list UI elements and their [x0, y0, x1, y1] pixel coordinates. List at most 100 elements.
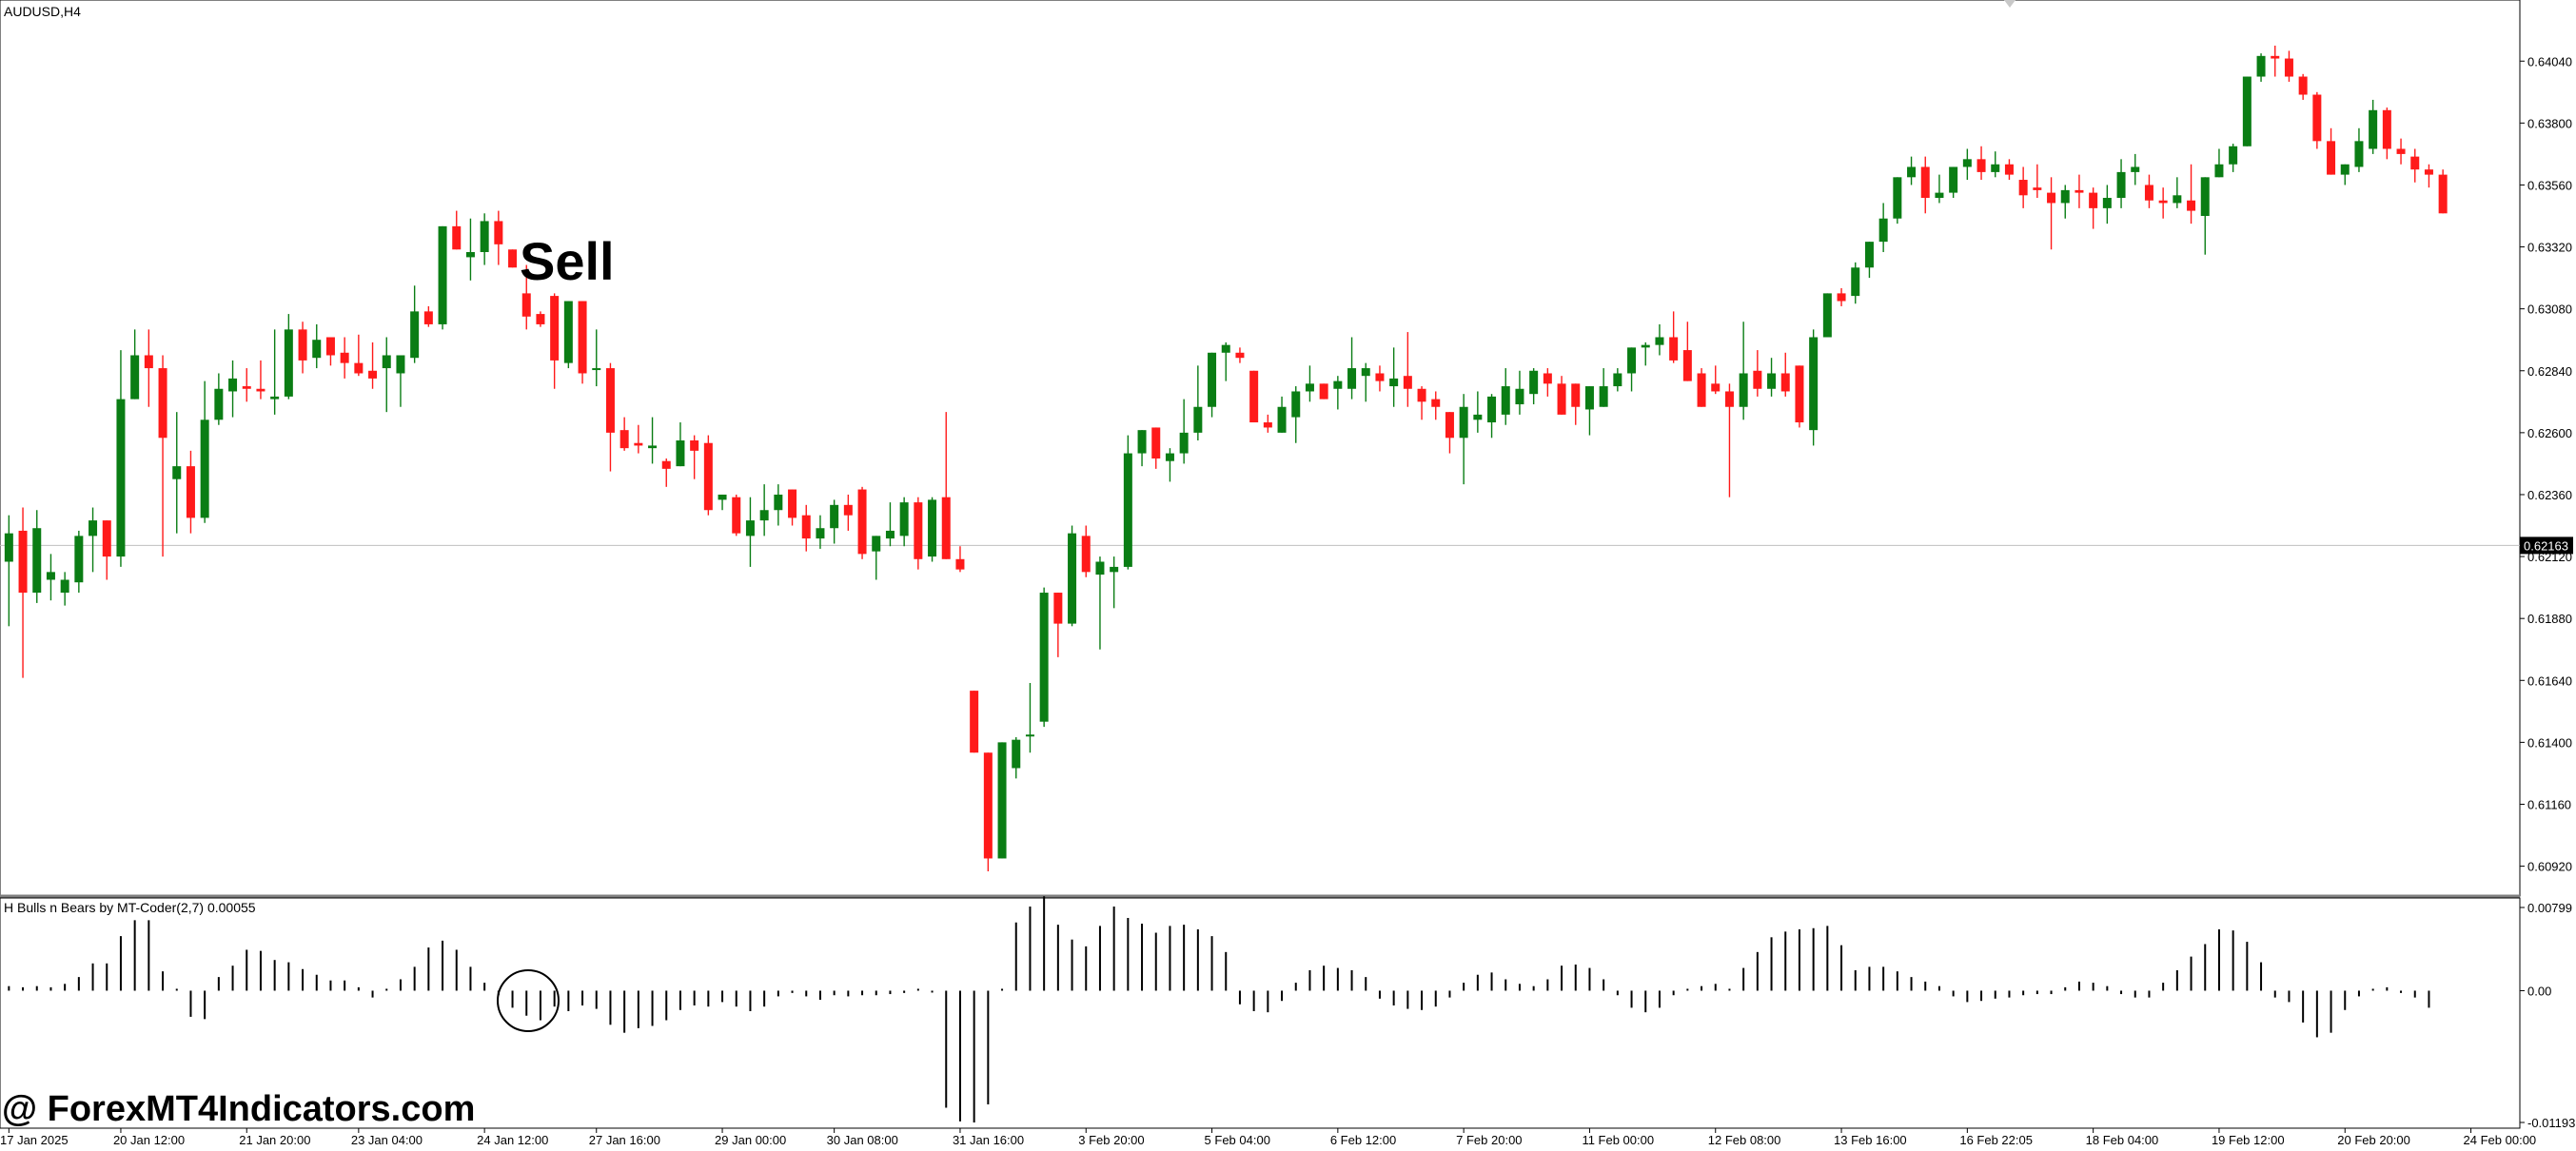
candle [2271, 45, 2280, 77]
time-tick-label: 6 Feb 12:00 [1330, 1133, 1396, 1147]
candle [2158, 187, 2168, 219]
candle [1305, 365, 1314, 402]
candle-body [1081, 536, 1091, 573]
indicator-tick-label: -0.01193 [2527, 1116, 2575, 1130]
indicator-plot-frame [0, 897, 2521, 1129]
candle [494, 210, 503, 265]
candle-body [801, 515, 811, 539]
main-plot-frame [0, 0, 2521, 897]
indicator-layer [8, 896, 2430, 1123]
time-axis: 17 Jan 2025 20 Jan 12:00 21 Jan 20:00 23 Ja… [0, 1128, 2536, 1147]
candle-body [1039, 593, 1049, 722]
indicator-axis: 0.00799 0.00 -0.01193 [2520, 901, 2575, 1130]
candle-body [2173, 195, 2182, 204]
candle [2214, 148, 2224, 178]
candle [1962, 148, 1972, 181]
candle [172, 412, 182, 534]
price-tick-label: 0.61880 [2527, 612, 2572, 626]
time-tick-label: 11 Feb 00:00 [1582, 1133, 1654, 1147]
candle-body [732, 497, 741, 534]
candle-body [242, 386, 251, 389]
candle-body [1949, 166, 1958, 193]
time-tick-label: 20 Jan 12:00 [113, 1133, 185, 1147]
candle-body [592, 368, 601, 371]
candle-body [703, 442, 713, 511]
candle-body [1319, 383, 1328, 400]
period-separator-marker-icon [2004, 0, 2016, 8]
time-tick-label: 3 Feb 20:00 [1078, 1133, 1144, 1147]
candle [1221, 341, 1230, 381]
candle [1235, 347, 1245, 363]
candle-body [18, 530, 28, 594]
candle [340, 337, 349, 379]
candle [368, 341, 378, 389]
candle [284, 314, 293, 400]
candle [2102, 185, 2112, 224]
candle [2033, 164, 2042, 199]
price-tick-label: 0.63560 [2527, 178, 2572, 192]
price-tick-label: 0.60920 [2527, 860, 2572, 874]
candle-body [788, 489, 797, 518]
candle [955, 546, 965, 573]
candle [1935, 174, 1944, 204]
candle [872, 536, 881, 580]
candle [605, 362, 615, 472]
candle-body [214, 388, 224, 420]
candle [941, 412, 951, 559]
candle-body [2158, 200, 2168, 204]
time-tick-label: 27 Jan 16:00 [589, 1133, 660, 1147]
candle-body [2214, 164, 2224, 178]
candle [1529, 368, 1539, 405]
candle-body [2047, 192, 2056, 204]
candle-body [2298, 76, 2308, 95]
candle-body [661, 460, 671, 469]
candle-body [1878, 218, 1888, 243]
candle-body [2382, 109, 2391, 149]
candle-body [4, 533, 13, 562]
candle-body [536, 314, 545, 324]
candle-body [1193, 406, 1203, 433]
candle-body [1739, 373, 1748, 407]
candle-body [2410, 156, 2420, 170]
price-tick-label: 0.63080 [2527, 302, 2572, 317]
candle-body [914, 502, 923, 559]
candle [1208, 352, 1217, 418]
candle [1780, 352, 1790, 397]
candle [928, 497, 937, 562]
candle [1375, 365, 1385, 392]
candle-body [899, 502, 909, 536]
candle-body [130, 355, 140, 400]
candle-body [619, 430, 629, 449]
candle [830, 499, 839, 544]
candle [46, 554, 55, 601]
candle-body [2369, 109, 2378, 149]
candle-body [1375, 373, 1385, 381]
candle [1151, 427, 1161, 469]
candle [2312, 91, 2322, 149]
candle-body [759, 510, 769, 521]
candle [354, 334, 364, 377]
candle-body [2312, 94, 2322, 142]
candle-body [200, 419, 209, 518]
candle [1641, 341, 1650, 366]
candle-body [1361, 368, 1370, 377]
candle [508, 249, 518, 268]
candle [1893, 177, 1902, 224]
candle [312, 323, 322, 369]
time-tick-label: 24 Feb 00:00 [2464, 1133, 2537, 1147]
candle-body [563, 301, 573, 363]
candle-body [1655, 337, 1664, 345]
candle-body [368, 370, 378, 379]
candle-body [465, 251, 475, 258]
candle-body [578, 301, 587, 374]
candle [2242, 76, 2252, 146]
candle-body [1962, 159, 1972, 167]
candle-body [928, 499, 937, 557]
candle-body [2229, 146, 2238, 165]
candle [2144, 174, 2153, 208]
candle-body [1179, 432, 1189, 454]
candle [2116, 159, 2126, 208]
candle-body [1487, 396, 1497, 423]
candle-body [2131, 166, 2140, 172]
time-tick-label: 21 Jan 20:00 [239, 1133, 310, 1147]
